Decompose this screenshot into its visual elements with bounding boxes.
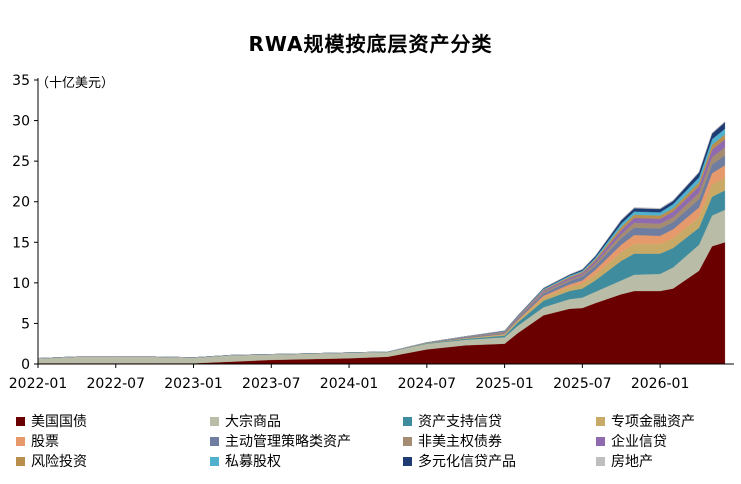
legend-item: 风险投资 — [16, 451, 87, 471]
legend-item: 专项金融资产 — [596, 411, 695, 431]
legend-label: 房地产 — [611, 454, 653, 470]
legend-item: 股票 — [16, 431, 59, 451]
legend-swatch — [403, 456, 412, 466]
legend-item: 房地产 — [596, 451, 653, 471]
legend-item: 多元化信贷产品 — [403, 451, 516, 471]
legend-label: 大宗商品 — [225, 414, 281, 430]
legend-label: 主动管理策略类资产 — [225, 434, 351, 450]
legend-item: 美国国债 — [16, 411, 87, 431]
legend-label: 资产支持信贷 — [418, 414, 502, 430]
legend-label: 私募股权 — [225, 454, 281, 470]
x-tick-label: 2025-01 — [475, 376, 534, 392]
y-tick-label: 30 — [12, 114, 30, 130]
legend-label: 美国国债 — [31, 414, 87, 430]
y-tick-label: 15 — [12, 235, 30, 251]
y-tick-label: 10 — [12, 276, 30, 292]
y-tick-label: 20 — [12, 195, 30, 211]
x-tick-label: 2025-07 — [553, 376, 612, 392]
legend-swatch — [210, 436, 219, 446]
x-tick-label: 2022-01 — [9, 376, 68, 392]
x-tick-labels: 2022-01 2022-07 2023-01 2023-07 2024-01 2024-… — [9, 364, 690, 392]
y-tick-label: 5 — [21, 316, 30, 332]
legend-label: 专项金融资产 — [611, 414, 695, 430]
x-tick-label: 2022-07 — [87, 376, 146, 392]
series-area-11 — [37, 121, 726, 359]
legend-item: 大宗商品 — [210, 411, 281, 431]
legend-swatch — [596, 416, 605, 426]
axes — [37, 78, 734, 365]
legend-swatch — [403, 416, 412, 426]
legend-swatch — [403, 436, 412, 446]
legend-swatch — [16, 456, 25, 466]
legend-swatch — [596, 456, 605, 466]
legend-swatch — [16, 436, 25, 446]
x-tick-label: 2026-01 — [631, 376, 690, 392]
legend-item: 私募股权 — [210, 451, 281, 471]
legend-item: 非美主权债券 — [403, 431, 502, 451]
x-tick-label: 2023-01 — [164, 376, 223, 392]
legend-swatch — [210, 456, 219, 466]
legend-item: 企业信贷 — [596, 431, 667, 451]
legend-swatch — [16, 416, 25, 426]
legend-label: 股票 — [31, 434, 59, 450]
x-tick-label: 2024-07 — [398, 376, 457, 392]
legend-swatch — [596, 436, 605, 446]
y-tick-labels: 0 5 10 15 20 25 30 35 — [12, 73, 38, 373]
legend-swatch — [210, 416, 219, 426]
y-tick-label: 35 — [12, 73, 30, 89]
legend-label: 多元化信贷产品 — [418, 454, 516, 470]
x-tick-label: 2024-01 — [320, 376, 379, 392]
chart-title: RWA规模按底层资产分类 — [248, 32, 493, 56]
y-tick-label: 25 — [12, 154, 30, 170]
legend-label: 非美主权债券 — [418, 434, 502, 450]
legend-label: 风险投资 — [31, 454, 87, 470]
legend-item: 资产支持信贷 — [403, 411, 502, 431]
y-tick-label: 0 — [21, 357, 30, 373]
y-unit-label: （十亿美元） — [36, 76, 115, 91]
legend-label: 企业信贷 — [611, 434, 667, 450]
legend-item: 主动管理策略类资产 — [210, 431, 351, 451]
x-tick-label: 2023-07 — [242, 376, 301, 392]
series-areas — [37, 121, 726, 365]
